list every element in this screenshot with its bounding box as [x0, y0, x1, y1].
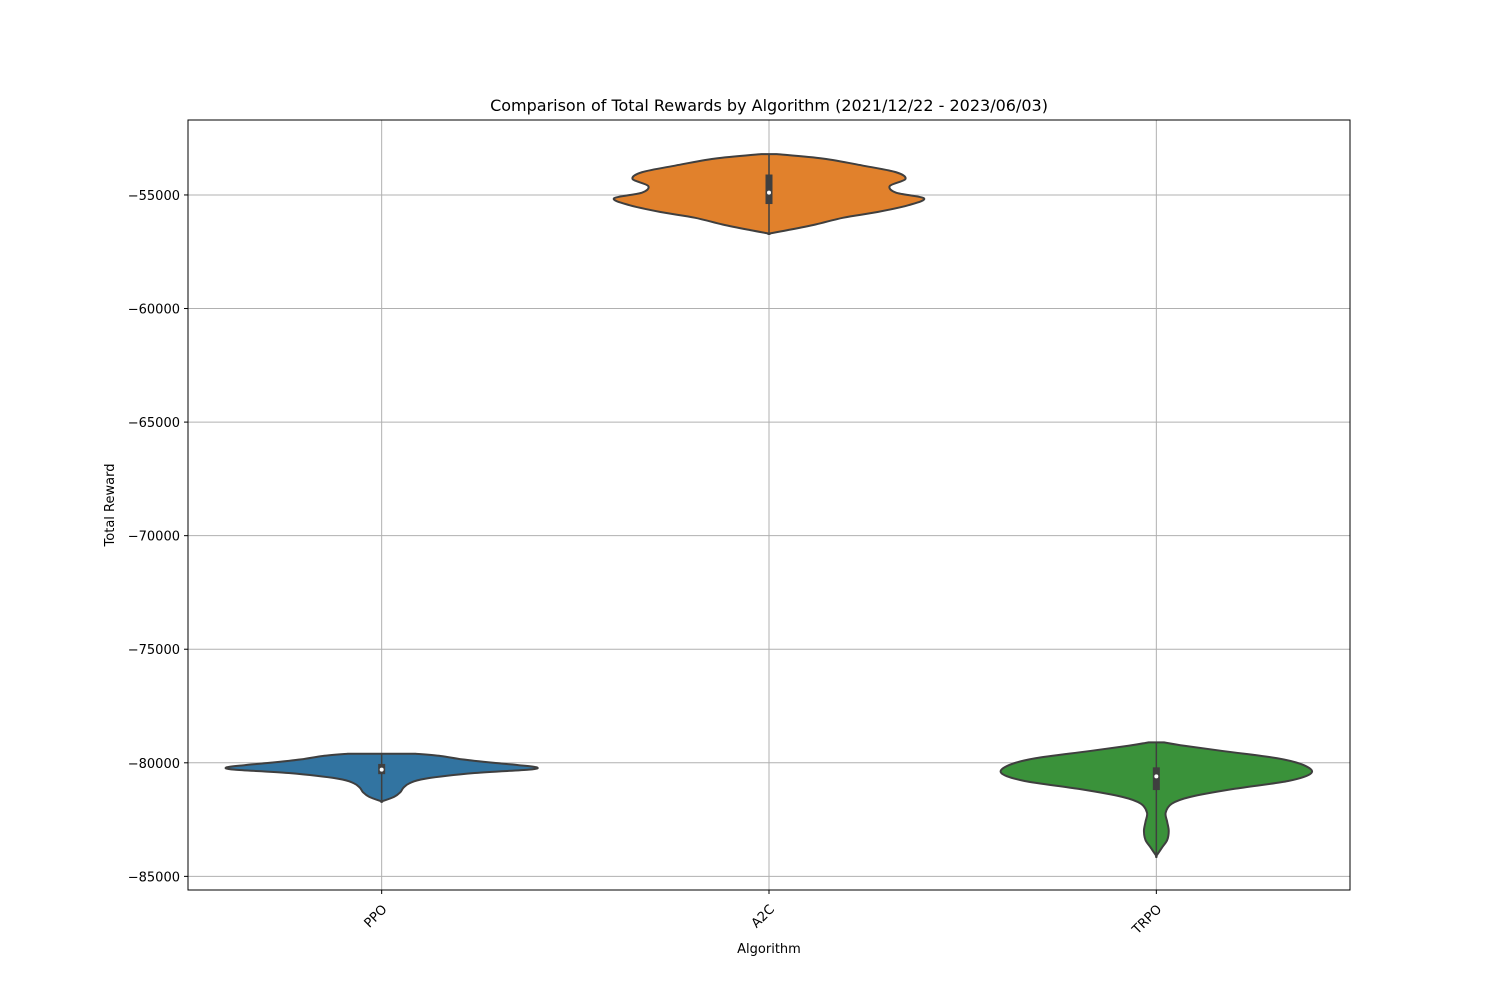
chart-title: Comparison of Total Rewards by Algorithm… [490, 96, 1048, 115]
violin-layer [224, 153, 1314, 859]
y-tick-label: −75000 [128, 643, 180, 658]
violin-median-dot [379, 767, 384, 772]
violin-iqr-box [1152, 767, 1160, 791]
y-tick-label: −85000 [128, 870, 180, 885]
y-tick-label: −60000 [128, 303, 180, 318]
y-tick-label: −70000 [128, 530, 180, 545]
x-tick-label: A2C [749, 902, 778, 931]
tick-layer: −55000 −60000 −65000 −70000 −75000 −80000 −850… [128, 189, 1165, 938]
y-tick-label: −55000 [128, 189, 180, 204]
y-tick-label: −65000 [128, 416, 180, 431]
x-tick-label: TRPO [1129, 902, 1165, 938]
x-axis-label: Algorithm [737, 942, 801, 957]
violin-iqr-box [765, 174, 773, 205]
x-tick-label: PPO [362, 902, 391, 931]
y-tick-label: −80000 [128, 757, 180, 772]
violin-median-dot [767, 190, 771, 195]
y-axis-label: Total Reward [103, 464, 118, 548]
violin-median-dot [1154, 774, 1159, 779]
